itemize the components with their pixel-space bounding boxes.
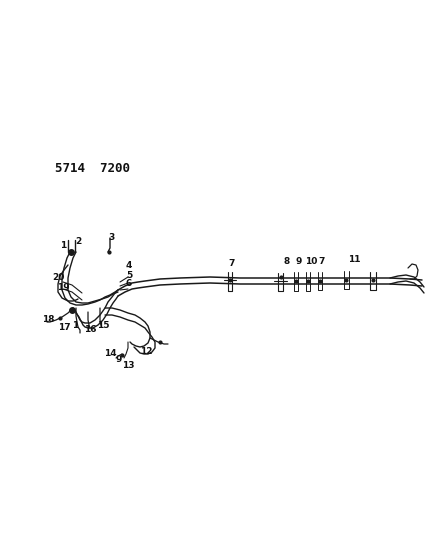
Text: 16: 16: [84, 326, 96, 335]
Text: 8: 8: [284, 257, 290, 266]
Text: 10: 10: [305, 257, 318, 266]
Text: 13: 13: [122, 361, 134, 370]
Text: 4: 4: [126, 261, 132, 270]
Text: 9: 9: [116, 356, 122, 365]
Text: 2: 2: [75, 238, 81, 246]
Text: 5714  7200: 5714 7200: [55, 161, 130, 174]
Text: 11: 11: [348, 255, 360, 264]
Text: 20: 20: [52, 273, 64, 282]
Text: 12: 12: [140, 348, 152, 357]
Text: 3: 3: [108, 233, 114, 243]
Text: 19: 19: [57, 284, 70, 293]
Text: 18: 18: [42, 316, 54, 325]
Text: 1: 1: [60, 240, 66, 249]
Text: 14: 14: [104, 350, 116, 359]
Text: 1: 1: [72, 320, 78, 329]
Text: 15: 15: [97, 320, 110, 329]
Text: 7: 7: [228, 259, 235, 268]
Text: 17: 17: [58, 324, 71, 333]
Text: 5: 5: [126, 271, 132, 279]
Text: 9: 9: [296, 257, 302, 266]
Text: 7: 7: [318, 257, 324, 266]
Text: 6: 6: [126, 279, 132, 288]
